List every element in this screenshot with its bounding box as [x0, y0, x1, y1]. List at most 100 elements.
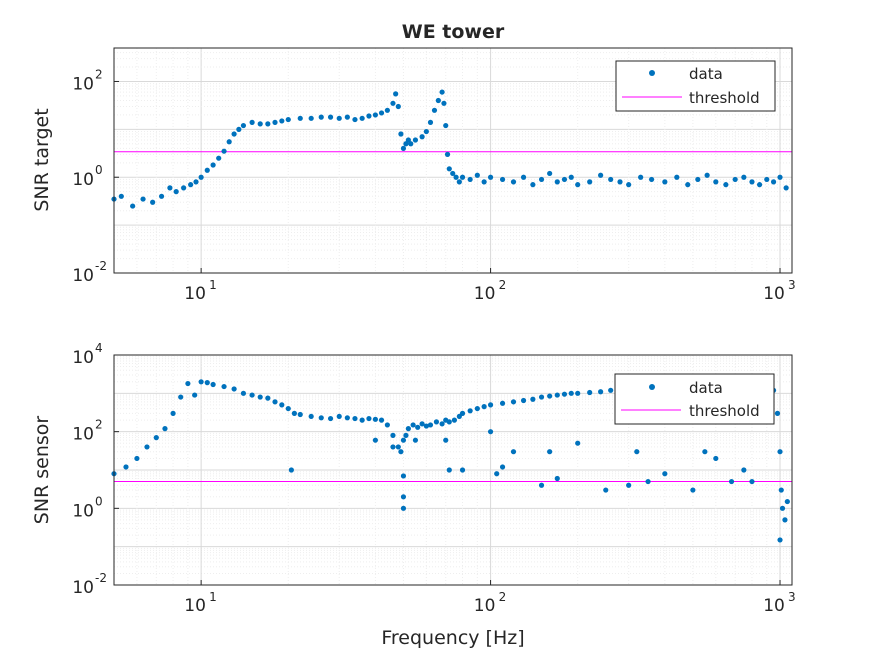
- data-point: [415, 424, 421, 430]
- data-point: [297, 115, 303, 121]
- data-point: [778, 487, 784, 493]
- data-point: [474, 405, 480, 412]
- data-point: [648, 176, 655, 183]
- data-point: [400, 494, 407, 500]
- data-point: [352, 415, 358, 422]
- data-point: [181, 185, 187, 191]
- data-point: [297, 411, 303, 418]
- data-point: [587, 389, 593, 396]
- data-point: [231, 386, 237, 392]
- data-point: [467, 408, 473, 414]
- data-point: [779, 505, 786, 511]
- data-point: [221, 383, 227, 390]
- data-point: [372, 416, 378, 422]
- data-point: [249, 119, 255, 125]
- data-point: [427, 422, 434, 428]
- x-tick-label: 10: [763, 284, 785, 304]
- data-point: [265, 395, 271, 401]
- data-point: [231, 131, 237, 137]
- data-point: [459, 410, 466, 416]
- data-point: [204, 167, 210, 173]
- data-point: [359, 417, 365, 423]
- data-point: [467, 176, 473, 183]
- data-point: [344, 415, 350, 421]
- y-tick-exponent: -2: [95, 259, 107, 273]
- data-point: [344, 114, 350, 120]
- data-point: [390, 432, 396, 438]
- data-point: [554, 179, 560, 185]
- data-point: [118, 193, 124, 199]
- data-point: [487, 174, 494, 180]
- data-point: [568, 390, 574, 396]
- data-point: [419, 134, 425, 140]
- data-point: [398, 449, 404, 455]
- top-ylabel: SNR target: [31, 108, 53, 211]
- data-point: [451, 417, 458, 423]
- data-point: [499, 464, 506, 470]
- data-point: [459, 174, 466, 180]
- data-point: [390, 444, 396, 450]
- data-point: [443, 437, 449, 443]
- data-point: [170, 410, 176, 416]
- top-legend-data-marker: [649, 70, 655, 76]
- bottom-ylabel: SNR sensor: [31, 416, 53, 525]
- data-point: [728, 478, 735, 485]
- x-tick-exponent: 3: [788, 590, 796, 604]
- data-point: [499, 400, 506, 406]
- data-point: [327, 415, 334, 422]
- data-point: [272, 399, 278, 405]
- data-point: [510, 449, 517, 455]
- top-legend: data threshold: [615, 60, 776, 112]
- data-point: [423, 128, 429, 135]
- data-point: [494, 471, 500, 477]
- data-point: [783, 185, 789, 191]
- data-point: [446, 166, 452, 172]
- data-point: [520, 397, 527, 404]
- data-point: [318, 114, 324, 120]
- data-point: [441, 100, 447, 106]
- data-point: [439, 89, 445, 95]
- y-tick-exponent: 2: [95, 418, 103, 432]
- data-point: [608, 176, 614, 183]
- data-point: [400, 145, 407, 152]
- data-point: [443, 122, 449, 129]
- x-tick-label: 10: [184, 284, 206, 304]
- data-point: [435, 97, 441, 104]
- data-point: [192, 392, 198, 398]
- data-point: [185, 380, 191, 387]
- data-point: [561, 391, 568, 397]
- x-tick-exponent: 1: [209, 278, 217, 292]
- data-point: [408, 141, 414, 147]
- bottom-legend-data-label: data: [689, 379, 723, 397]
- data-point: [395, 103, 401, 110]
- data-point: [598, 172, 604, 178]
- data-point: [713, 179, 719, 185]
- data-point: [520, 174, 527, 180]
- data-point: [626, 482, 632, 488]
- data-point: [412, 137, 419, 143]
- top-grid: [113, 47, 792, 274]
- data-point: [439, 421, 445, 427]
- data-point: [695, 176, 701, 183]
- data-point: [372, 437, 378, 443]
- data-point: [538, 176, 545, 183]
- top-data-points: [111, 89, 789, 209]
- data-point: [774, 410, 781, 416]
- data-point: [598, 389, 604, 395]
- data-point: [723, 182, 729, 188]
- data-point: [279, 402, 285, 408]
- data-point: [366, 415, 372, 422]
- data-point: [446, 419, 452, 425]
- data-point: [450, 170, 456, 177]
- data-point: [587, 179, 593, 185]
- y-tick-exponent: 0: [95, 494, 103, 508]
- data-point: [198, 174, 204, 180]
- data-point: [481, 404, 487, 410]
- data-point: [390, 100, 396, 106]
- data-point: [510, 399, 517, 405]
- bottom-legend-box: [614, 373, 775, 425]
- data-point: [433, 419, 440, 425]
- data-point: [662, 471, 668, 477]
- top-legend-box: [615, 60, 776, 112]
